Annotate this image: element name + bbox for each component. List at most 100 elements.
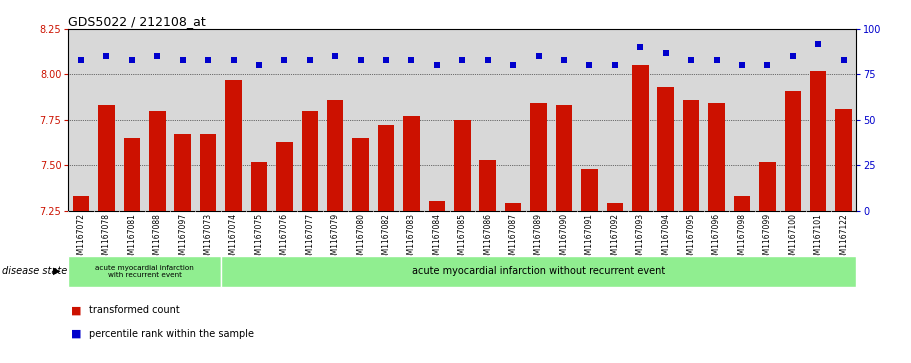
- Point: [74, 57, 88, 63]
- Point: [506, 62, 520, 68]
- Bar: [658, 87, 674, 211]
- Text: GSM1167074: GSM1167074: [229, 213, 238, 264]
- Point: [455, 57, 470, 63]
- Text: GSM1167078: GSM1167078: [102, 213, 111, 264]
- Bar: [378, 125, 394, 211]
- Bar: [98, 105, 115, 211]
- Text: acute myocardial infarction
with recurrent event: acute myocardial infarction with recurre…: [96, 265, 194, 278]
- Text: GSM1167083: GSM1167083: [407, 213, 416, 264]
- Bar: [353, 138, 369, 211]
- Point: [582, 62, 597, 68]
- Text: GSM1167077: GSM1167077: [305, 213, 314, 264]
- Bar: [759, 162, 775, 211]
- Point: [811, 41, 825, 46]
- Bar: [784, 91, 801, 211]
- Bar: [479, 160, 496, 211]
- Bar: [835, 109, 852, 211]
- Text: GSM1167095: GSM1167095: [687, 213, 696, 264]
- Text: GSM1167097: GSM1167097: [179, 213, 188, 264]
- Bar: [220, 256, 856, 287]
- Text: ■: ■: [71, 305, 82, 315]
- Point: [328, 53, 343, 59]
- Point: [531, 53, 546, 59]
- Bar: [683, 100, 700, 211]
- Text: GSM1167089: GSM1167089: [534, 213, 543, 264]
- Point: [99, 53, 114, 59]
- Point: [480, 57, 495, 63]
- Bar: [200, 134, 217, 211]
- Bar: [68, 256, 220, 287]
- Text: GSM1167090: GSM1167090: [559, 213, 568, 264]
- Bar: [454, 120, 471, 211]
- Text: GSM1167080: GSM1167080: [356, 213, 365, 264]
- Text: GSM1167087: GSM1167087: [508, 213, 517, 264]
- Text: ▶: ▶: [53, 266, 60, 276]
- Text: acute myocardial infarction without recurrent event: acute myocardial infarction without recu…: [412, 266, 665, 276]
- Point: [710, 57, 724, 63]
- Text: GSM1167122: GSM1167122: [839, 213, 848, 264]
- Text: GSM1167091: GSM1167091: [585, 213, 594, 264]
- Text: GSM1167094: GSM1167094: [661, 213, 670, 264]
- Text: GSM1167081: GSM1167081: [128, 213, 137, 264]
- Point: [557, 57, 571, 63]
- Text: GDS5022 / 212108_at: GDS5022 / 212108_at: [68, 15, 206, 28]
- Bar: [124, 138, 140, 211]
- Text: ■: ■: [71, 329, 82, 339]
- Point: [785, 53, 800, 59]
- Bar: [149, 111, 166, 211]
- Text: GSM1167096: GSM1167096: [712, 213, 721, 264]
- Text: GSM1167073: GSM1167073: [204, 213, 212, 264]
- Bar: [733, 196, 751, 211]
- Point: [150, 53, 165, 59]
- Text: GSM1167084: GSM1167084: [433, 213, 442, 264]
- Point: [760, 62, 774, 68]
- Text: GSM1167098: GSM1167098: [737, 213, 746, 264]
- Bar: [404, 116, 420, 211]
- Bar: [581, 169, 598, 211]
- Point: [608, 62, 622, 68]
- Point: [277, 57, 292, 63]
- Point: [430, 62, 445, 68]
- Bar: [505, 203, 521, 211]
- Text: transformed count: transformed count: [89, 305, 180, 315]
- Point: [251, 62, 266, 68]
- Point: [379, 57, 394, 63]
- Text: GSM1167100: GSM1167100: [788, 213, 797, 264]
- Text: GSM1167075: GSM1167075: [254, 213, 263, 264]
- Bar: [302, 111, 318, 211]
- Point: [200, 57, 215, 63]
- Point: [659, 50, 673, 56]
- Point: [353, 57, 368, 63]
- Text: GSM1167082: GSM1167082: [382, 213, 391, 264]
- Bar: [607, 203, 623, 211]
- Point: [836, 57, 851, 63]
- Point: [684, 57, 699, 63]
- Text: percentile rank within the sample: percentile rank within the sample: [89, 329, 254, 339]
- Text: GSM1167093: GSM1167093: [636, 213, 645, 264]
- Bar: [632, 65, 649, 211]
- Text: GSM1167092: GSM1167092: [610, 213, 619, 264]
- Text: GSM1167085: GSM1167085: [458, 213, 466, 264]
- Text: GSM1167072: GSM1167072: [77, 213, 86, 264]
- Bar: [556, 105, 572, 211]
- Text: GSM1167076: GSM1167076: [280, 213, 289, 264]
- Point: [176, 57, 190, 63]
- Point: [125, 57, 139, 63]
- Point: [226, 57, 241, 63]
- Bar: [225, 80, 241, 211]
- Bar: [276, 142, 292, 211]
- Bar: [810, 71, 826, 211]
- Bar: [174, 134, 191, 211]
- Point: [633, 44, 648, 50]
- Text: GSM1167086: GSM1167086: [483, 213, 492, 264]
- Bar: [708, 103, 725, 211]
- Point: [302, 57, 317, 63]
- Text: disease state: disease state: [2, 266, 67, 276]
- Bar: [327, 100, 343, 211]
- Bar: [530, 103, 547, 211]
- Bar: [429, 201, 445, 211]
- Text: GSM1167101: GSM1167101: [814, 213, 823, 264]
- Text: GSM1167099: GSM1167099: [763, 213, 772, 264]
- Bar: [73, 196, 89, 211]
- Text: GSM1167088: GSM1167088: [153, 213, 162, 264]
